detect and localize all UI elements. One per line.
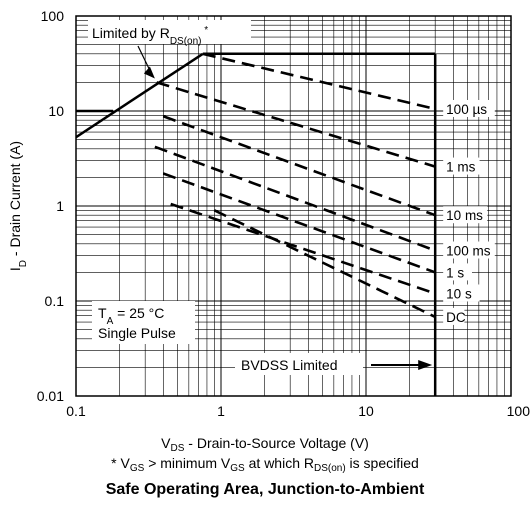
bvdss-label-bg — [235, 353, 363, 375]
grid-lines — [76, 16, 511, 396]
x-tick-label: 0.1 — [66, 403, 86, 419]
series-label: 100 µs — [446, 102, 487, 117]
series-label-bg — [443, 307, 465, 325]
y-axis-label: ID - Drain Current (A) — [7, 141, 29, 271]
curves — [76, 52, 437, 396]
bvdss-annotation: BVDSS Limited — [241, 357, 337, 373]
y-tick-label: 100 — [41, 8, 65, 24]
x-axis-label: VDS - Drain-to-Source Voltage (V) — [161, 435, 369, 454]
series-label: 10 s — [446, 286, 472, 301]
series-label: DC — [446, 310, 466, 325]
soa-curve — [162, 172, 436, 274]
ta-annotation: TA = 25 °C — [98, 305, 164, 327]
soa-curve — [162, 115, 436, 217]
rdson-annotation: Limited by RDS(on) * — [92, 25, 208, 47]
x-tick-label: 1 — [217, 403, 225, 419]
series-label: 100 ms — [446, 244, 491, 259]
footnote: * VGS > minimum VGS at which RDS(on) is … — [111, 455, 419, 474]
rdson-label-bg — [88, 20, 251, 44]
conditions-bg — [92, 301, 195, 344]
chart-title: Safe Operating Area, Junction-to-Ambient — [105, 481, 425, 498]
rdson-arrow-head — [143, 66, 155, 79]
y-tick-label: 0.1 — [45, 293, 65, 309]
plot-frame — [75, 15, 512, 397]
series-label-bg — [443, 241, 495, 259]
y-tick-label: 10 — [48, 103, 64, 119]
annotations: 100 µs 1 ms 10 ms 100 ms 1 s 10 s DC Limited by… — [88, 20, 495, 375]
x-tick-label: 100 — [507, 403, 530, 419]
series-label-bg — [443, 284, 480, 302]
series-label-bg — [443, 263, 472, 281]
series-label: 1 ms — [446, 160, 476, 175]
soa-curve — [213, 209, 436, 319]
soa-chart: 100 µs 1 ms 10 ms 100 ms 1 s 10 s DC Limited by… — [7, 8, 530, 419]
soa-curve — [202, 52, 436, 111]
x-tick-label: 10 — [358, 403, 374, 419]
single-pulse-annotation: Single Pulse — [98, 325, 176, 341]
y-tick-label: 1 — [56, 198, 64, 214]
series-label: 10 ms — [446, 208, 483, 223]
y-tick-label: 0.01 — [37, 388, 64, 404]
series-label-bg — [443, 206, 488, 224]
series-label-bg — [443, 157, 480, 175]
series-label: 1 s — [446, 265, 464, 280]
soa-curve — [170, 202, 436, 295]
series-label-bg — [443, 99, 495, 117]
soa-curve — [156, 81, 436, 168]
bvdss-arrow-head — [418, 360, 433, 370]
soa-curve — [154, 145, 436, 252]
rdson-limit-line — [76, 52, 204, 139]
